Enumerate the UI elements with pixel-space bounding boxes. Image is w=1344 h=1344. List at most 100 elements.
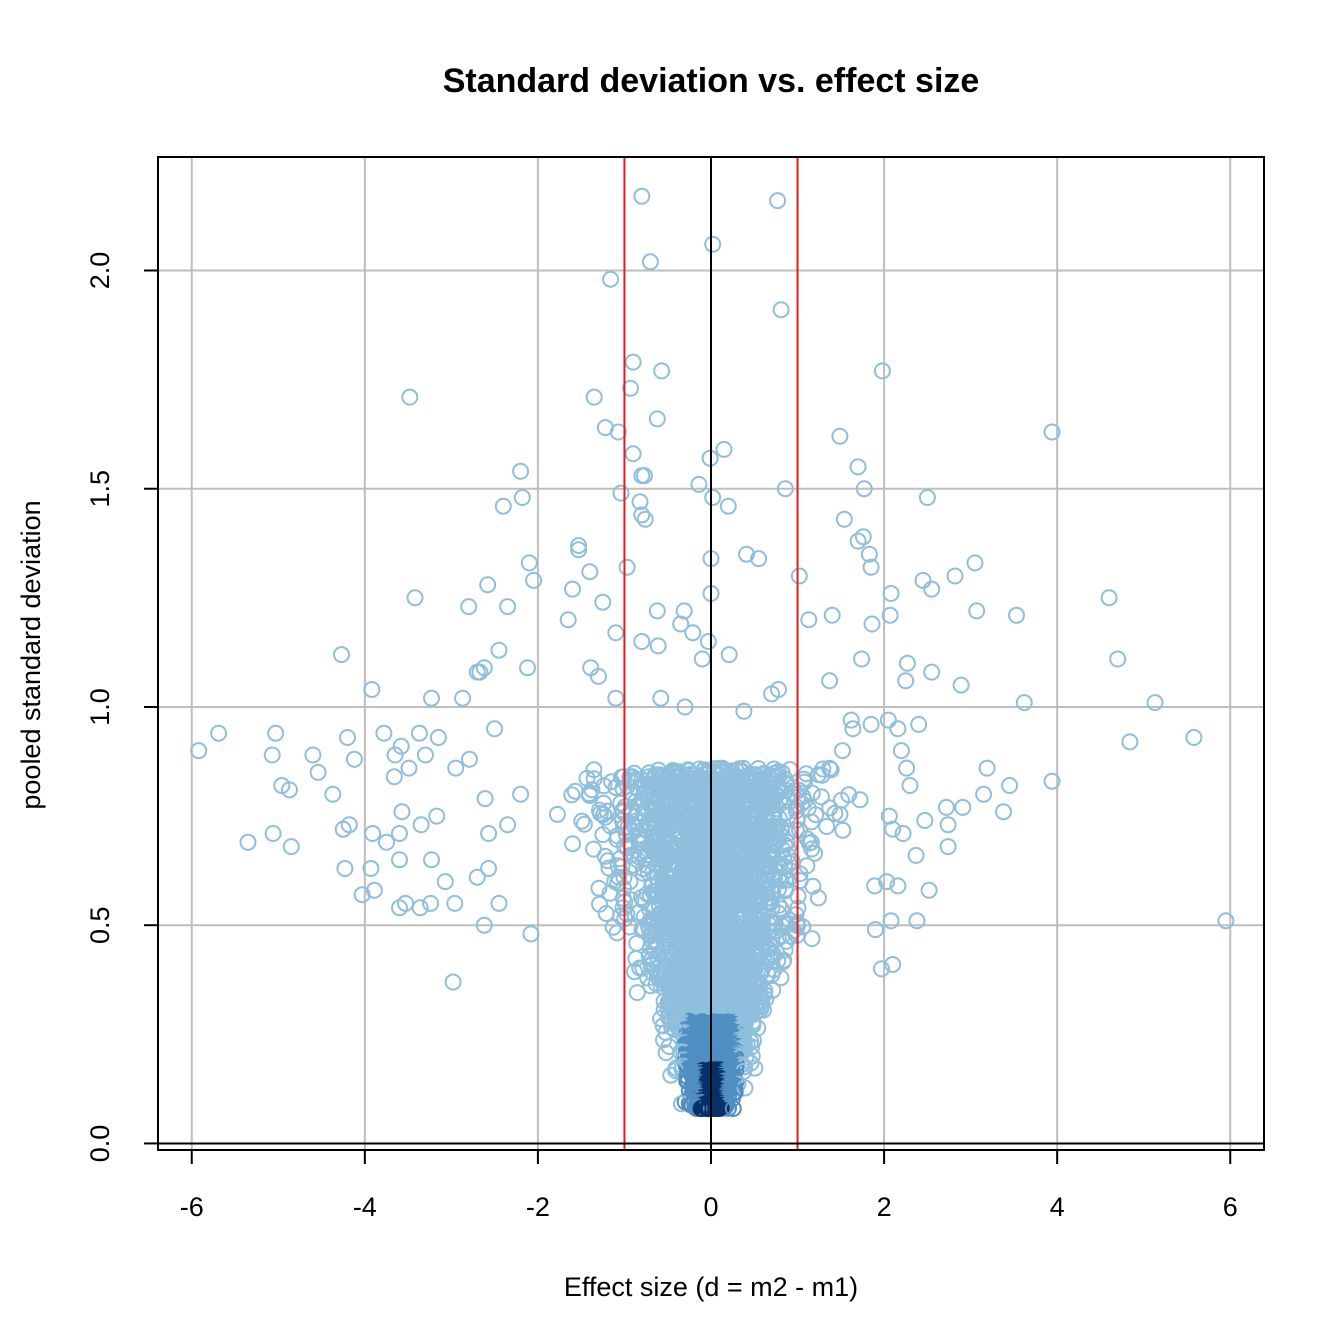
data-point — [416, 746, 434, 764]
data-point — [862, 558, 880, 576]
data-point — [882, 912, 900, 930]
data-point — [693, 650, 711, 668]
data-point — [684, 624, 702, 642]
data-point — [736, 1079, 754, 1097]
data-point — [624, 353, 642, 371]
data-point — [454, 689, 472, 707]
data-point — [282, 838, 300, 856]
data-point — [735, 702, 753, 720]
data-point — [687, 1099, 705, 1117]
data-point — [653, 362, 671, 380]
data-point — [594, 593, 612, 611]
data-point — [831, 427, 849, 445]
data-point — [582, 659, 600, 677]
data-point — [412, 816, 430, 834]
data-point — [499, 598, 517, 616]
data-point — [803, 930, 821, 948]
data-point — [907, 846, 925, 864]
data-point — [630, 904, 648, 922]
data-point — [1100, 589, 1118, 607]
data-point — [690, 475, 708, 493]
data-point — [410, 724, 428, 742]
data-point — [628, 984, 646, 1002]
data-point — [570, 541, 588, 559]
data-point — [699, 633, 717, 650]
data-point — [1001, 777, 1019, 794]
data-point — [393, 803, 411, 821]
y-tick-label: 1.5 — [85, 470, 115, 508]
data-point — [499, 816, 517, 834]
data-point — [446, 894, 464, 912]
data-point — [633, 187, 651, 205]
data-point — [834, 742, 851, 760]
data-point — [475, 916, 493, 934]
x-axis: -6 -4 -2 0 2 4 6 — [180, 1150, 1238, 1222]
data-point — [401, 388, 419, 406]
data-point — [309, 763, 327, 781]
data-point — [966, 554, 984, 572]
data-point — [363, 681, 381, 698]
data-point — [652, 689, 670, 707]
data-point — [281, 781, 298, 799]
data-point — [364, 825, 382, 842]
data-point — [494, 497, 512, 515]
data-point — [333, 646, 350, 664]
x-tick-label: 4 — [1050, 1192, 1065, 1222]
data-point — [814, 760, 832, 778]
data-point — [336, 860, 354, 877]
data-point — [939, 816, 957, 834]
data-point — [641, 253, 659, 271]
data-point — [892, 742, 910, 760]
data-point — [633, 506, 651, 524]
data-point — [264, 825, 282, 842]
data-point — [844, 720, 862, 738]
data-point — [889, 877, 907, 895]
data-point — [406, 589, 424, 607]
data-point — [746, 1059, 764, 1077]
data-point — [573, 812, 591, 830]
data-point — [854, 528, 872, 546]
data-point — [490, 641, 508, 659]
data-point — [821, 672, 839, 690]
data-point — [897, 672, 915, 690]
data-point — [512, 462, 530, 480]
data-point — [596, 808, 614, 826]
data-point — [849, 532, 867, 550]
data-point — [995, 803, 1012, 821]
y-tick-label: 2.0 — [85, 252, 115, 290]
data-point — [849, 458, 867, 476]
reference-lines — [158, 157, 1264, 1150]
data-point — [239, 833, 257, 851]
data-point — [769, 192, 787, 210]
data-point — [633, 633, 651, 650]
data-point — [831, 806, 849, 823]
data-point — [914, 571, 932, 589]
data-point — [750, 550, 768, 568]
data-point — [391, 825, 408, 842]
data-point — [611, 850, 629, 868]
data-point — [400, 759, 418, 777]
data-point — [1043, 772, 1061, 790]
data-point — [486, 720, 504, 738]
data-point — [946, 567, 964, 585]
data-point — [575, 815, 593, 833]
data-point — [564, 580, 581, 598]
data-point — [873, 362, 891, 380]
data-point — [617, 826, 635, 843]
data-point — [631, 493, 649, 511]
data-point — [480, 825, 498, 842]
data-point — [422, 894, 440, 912]
data-point — [860, 545, 878, 563]
data-point — [613, 858, 631, 876]
data-point — [809, 889, 827, 907]
data-point — [595, 777, 613, 795]
data-point — [884, 820, 902, 838]
data-point — [476, 790, 494, 808]
data-point — [391, 899, 408, 917]
data-point — [267, 724, 285, 742]
data-point — [548, 805, 566, 823]
data-point — [918, 489, 936, 506]
data-point — [628, 934, 646, 952]
data-point — [468, 868, 486, 886]
data-point — [353, 886, 371, 904]
